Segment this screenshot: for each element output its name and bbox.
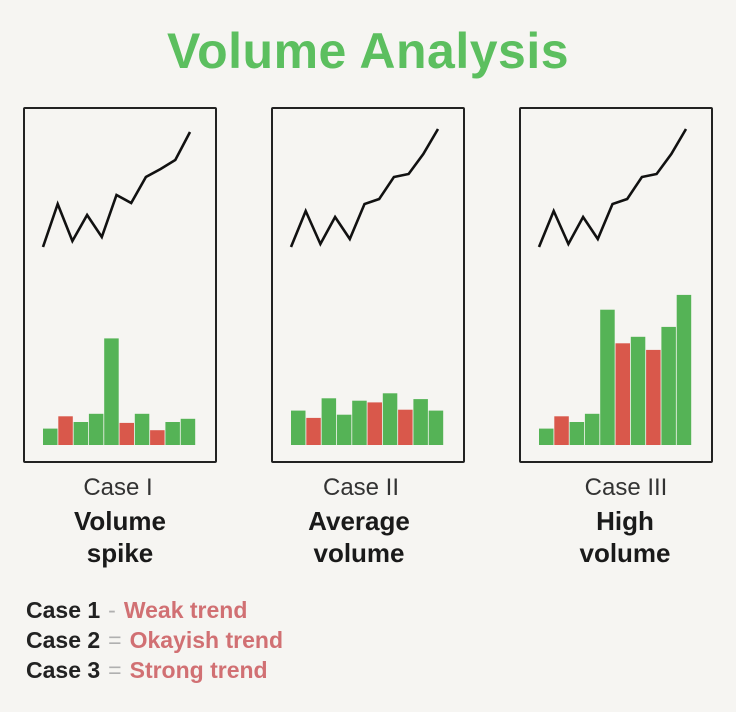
- legend-case-1-trend: Weak trend: [123, 597, 248, 623]
- legend-case-2-trend: Okayish trend: [129, 627, 283, 653]
- case-1-description-line1: Volume: [74, 506, 166, 536]
- case-1-price-line: [41, 131, 192, 248]
- case-2-volume-bar-8: [398, 409, 413, 445]
- case-1-volume-bar-9: [165, 422, 180, 445]
- legend-row-case-1: Case 1- Weak trend: [26, 597, 247, 624]
- case-2-volume-bar-5: [352, 400, 367, 445]
- case-1-volume-bar-8: [150, 430, 165, 445]
- legend-case-3-trend: Strong trend: [129, 657, 268, 683]
- legend-row-case-3: Case 3 = Strong trend: [26, 657, 268, 684]
- case-1-volume-bar-10: [180, 418, 196, 445]
- case-3-volume-bar-2: [554, 416, 569, 445]
- case-1-volume-bar-1: [43, 428, 58, 445]
- case-2-label: Case II: [322, 474, 400, 501]
- case-1-volume-bar-7: [134, 413, 150, 445]
- case-3-description-line1: High: [596, 506, 654, 536]
- case-2-volume-bar-9: [413, 399, 428, 445]
- case-1-description: Volume spike: [10, 505, 230, 569]
- case-2-description: Average volume: [249, 505, 469, 569]
- case-3-volume-bar-3: [569, 422, 585, 445]
- case-2-description-line1: Average: [308, 506, 410, 536]
- case-2-volume-bar-4: [336, 414, 352, 445]
- legend-row-case-2: Case 2 = Okayish trend: [26, 627, 283, 654]
- case-2-chart: [289, 128, 444, 445]
- case-3-volume-bar-5: [600, 309, 615, 445]
- case-1-volume-bar-6: [119, 422, 134, 445]
- case-3-description: High volume: [515, 505, 735, 569]
- case-3-price-line: [537, 128, 688, 248]
- case-3-volume-bar-10: [676, 294, 692, 445]
- case-1-description-line2: spike: [86, 538, 154, 568]
- case-1-volume-bar-3: [73, 422, 89, 445]
- case-1-chart-panel: [23, 107, 217, 463]
- legend-case-2-separator: =: [108, 627, 122, 653]
- case-1-volume-bar-4: [88, 413, 104, 445]
- case-2-volume-bar-1: [291, 410, 306, 445]
- legend-case-3-label: Case 3: [26, 657, 101, 683]
- case-3-chart-panel: [519, 107, 713, 463]
- case-3-volume-bar-6: [615, 343, 630, 445]
- case-1-volume-bar-5: [104, 338, 119, 445]
- legend-case-3-separator: =: [108, 657, 122, 683]
- case-3-volume-bar-7: [630, 336, 646, 445]
- case-3-volume-bar-9: [661, 326, 676, 445]
- case-1-volume-bar-2: [58, 416, 73, 445]
- legend-case-1-label: Case 1: [26, 597, 101, 623]
- case-2-volume-bar-2: [306, 417, 321, 445]
- case-2-description-line2: volume: [313, 538, 405, 568]
- case-1-label: Case I: [83, 474, 153, 501]
- case-3-label: Case III: [584, 474, 668, 501]
- case-2-chart-panel: [271, 107, 465, 463]
- case-3-description-line2: volume: [579, 538, 671, 568]
- case-3-volume-bar-8: [646, 349, 661, 445]
- case-3-chart: [537, 128, 692, 445]
- page-title: Volume Analysis: [166, 23, 570, 79]
- case-2-price-line: [289, 128, 440, 248]
- case-2-volume-bar-3: [321, 398, 337, 445]
- case-1-chart: [41, 131, 196, 445]
- legend-case-1-separator: -: [108, 597, 116, 623]
- case-2-volume-bar-10: [428, 410, 444, 445]
- legend-case-2-label: Case 2: [26, 627, 101, 653]
- case-3-volume-bar-4: [584, 413, 600, 445]
- case-2-volume-bar-6: [367, 402, 382, 445]
- case-2-volume-bar-7: [382, 393, 398, 445]
- case-3-volume-bar-1: [539, 428, 554, 445]
